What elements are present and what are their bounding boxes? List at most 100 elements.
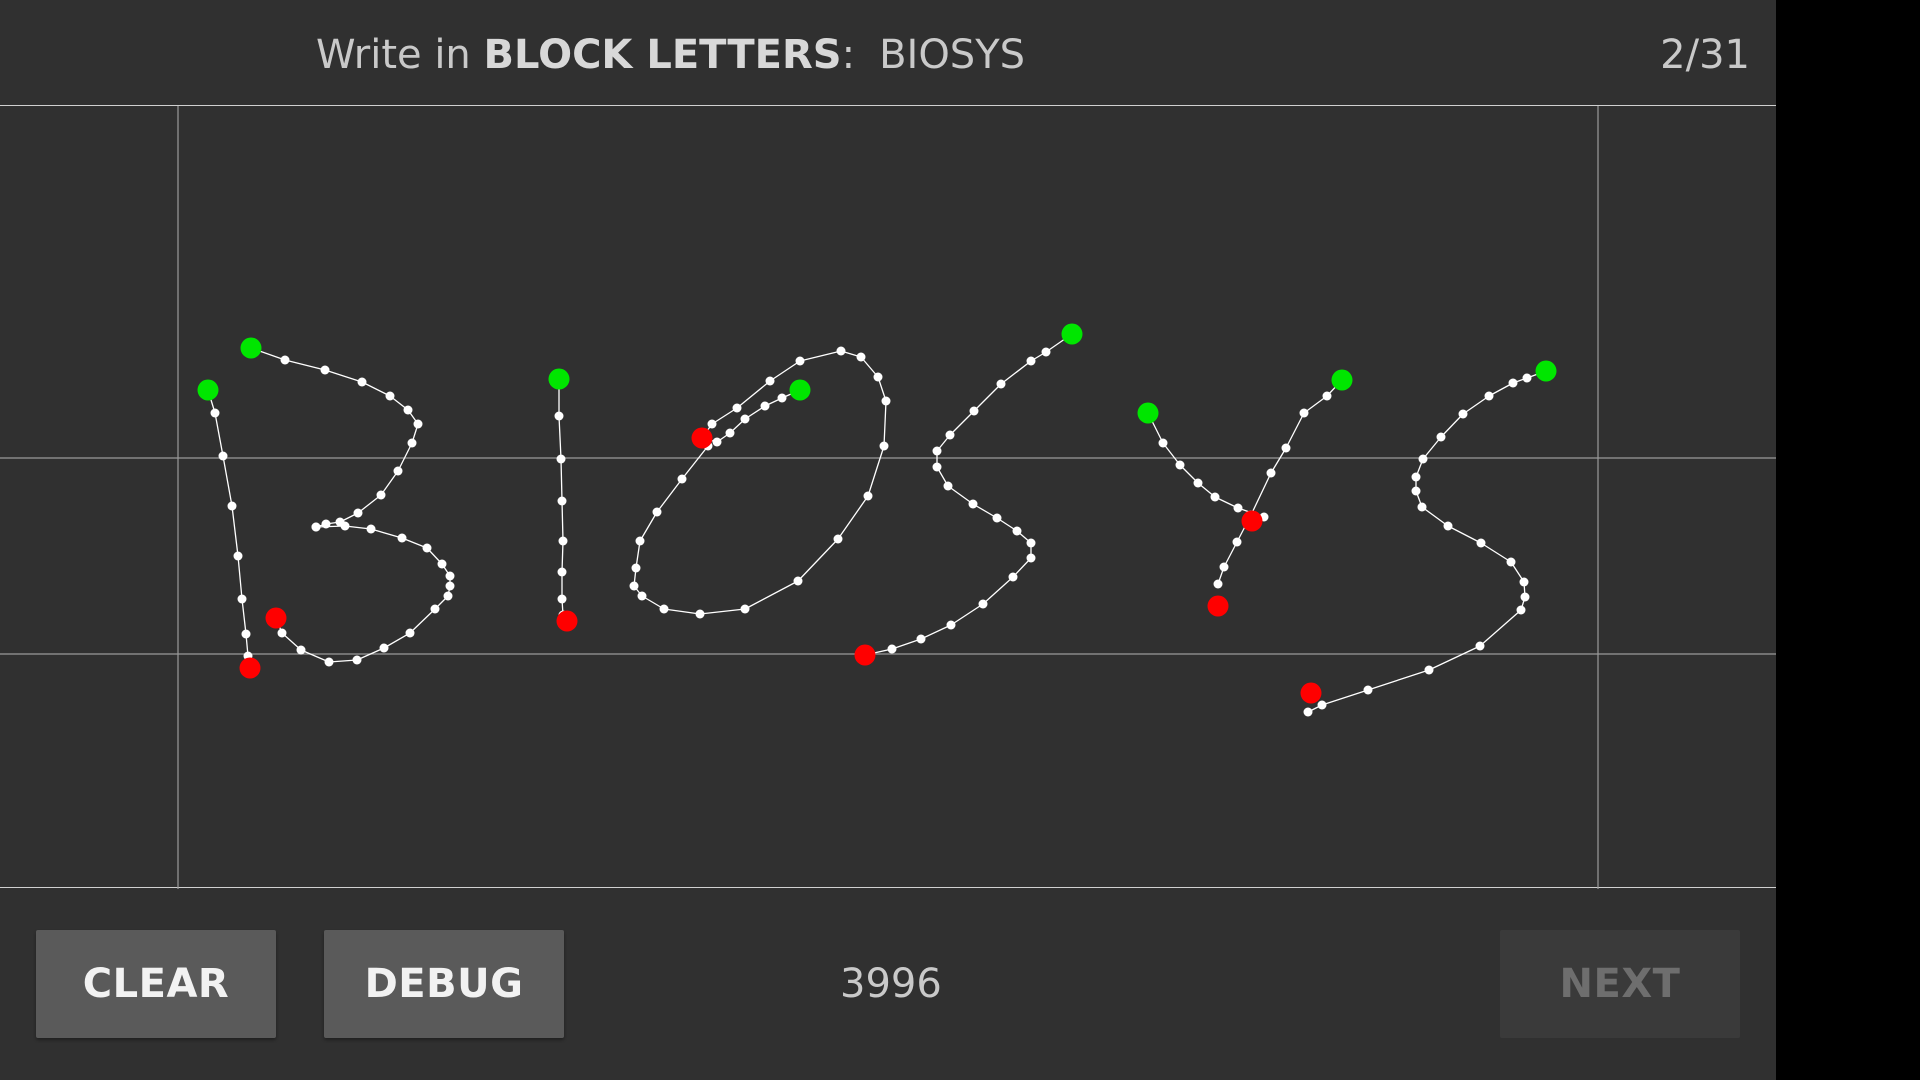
sample-point <box>558 536 568 546</box>
clear-button[interactable]: CLEAR <box>36 930 276 1038</box>
sample-point <box>1041 347 1051 357</box>
sample-point <box>218 451 228 461</box>
sample-point <box>996 379 1006 389</box>
stroke-end-marker <box>1300 682 1322 704</box>
sample-point <box>1458 409 1468 419</box>
sample-point <box>677 474 687 484</box>
sample-point <box>836 346 846 356</box>
sample-point <box>1026 356 1036 366</box>
sample-point <box>1424 665 1434 675</box>
sample-point <box>992 513 1002 523</box>
sample-point <box>210 408 220 418</box>
sample-point <box>320 365 330 375</box>
sample-point <box>296 645 306 655</box>
stroke-start-marker <box>1331 369 1353 391</box>
instruction-prompt: Write in BLOCK LETTERS: BIOSYS <box>316 30 1025 80</box>
sample-point <box>443 591 453 601</box>
target-word: BIOSYS <box>879 32 1026 78</box>
sample-point <box>557 496 567 506</box>
sample-point <box>1322 391 1332 401</box>
sample-point <box>1266 468 1276 478</box>
sample-point <box>557 567 567 577</box>
sample-point <box>280 355 290 365</box>
sample-point <box>1219 562 1229 572</box>
sample-point <box>311 522 321 532</box>
stroke-start-marker <box>1137 402 1159 424</box>
ink-strokes <box>197 323 1557 717</box>
sample-point <box>932 446 942 456</box>
sample-point <box>946 620 956 630</box>
ink-stroke-8 <box>1147 412 1265 518</box>
sample-point <box>403 405 413 415</box>
sample-point <box>1508 378 1518 388</box>
sample-point <box>945 430 955 440</box>
sample-point <box>1411 472 1421 482</box>
sample-point <box>422 543 432 553</box>
ink-stroke-7 <box>864 333 1073 656</box>
sample-point <box>1363 685 1373 695</box>
sample-point <box>445 571 455 581</box>
sample-point <box>237 594 247 604</box>
prompt-colon: : <box>841 32 856 78</box>
next-button[interactable]: NEXT <box>1500 930 1740 1038</box>
sample-point <box>556 454 566 464</box>
sample-point <box>969 406 979 416</box>
sample-point <box>725 428 735 438</box>
sample-point <box>437 559 447 569</box>
screen-edge <box>1776 0 1920 1080</box>
footer: CLEAR DEBUG 3996 NEXT <box>0 888 1776 1080</box>
sample-point <box>430 604 440 614</box>
sample-point <box>707 419 717 429</box>
sample-point <box>1008 572 1018 582</box>
ink-stroke-9 <box>1217 379 1343 585</box>
stroke-start-marker <box>789 379 811 401</box>
sample-point <box>1175 460 1185 470</box>
handwriting-canvas[interactable] <box>0 105 1776 889</box>
sample-point <box>352 655 362 665</box>
ink-layer[interactable] <box>0 1 1776 1080</box>
sample-point <box>1026 538 1036 548</box>
debug-button[interactable]: DEBUG <box>324 930 564 1038</box>
sample-point <box>1506 557 1516 567</box>
sample-point <box>397 533 407 543</box>
sample-point <box>695 609 705 619</box>
sample-point <box>1475 641 1485 651</box>
sample-point <box>879 441 889 451</box>
sample-point <box>1476 538 1486 548</box>
prompt-prefix: Write in <box>316 32 471 78</box>
sample-point <box>233 551 243 561</box>
sample-point <box>777 393 787 403</box>
sample-point <box>978 599 988 609</box>
sample-point <box>366 524 376 534</box>
sample-point <box>1210 492 1220 502</box>
sample-point <box>1213 579 1223 589</box>
sample-point <box>732 403 742 413</box>
sample-point <box>631 563 641 573</box>
sample-point <box>740 604 750 614</box>
ink-stroke-10 <box>1307 370 1547 713</box>
sample-point <box>1281 443 1291 453</box>
sample-point <box>1520 592 1530 602</box>
stroke-start-marker <box>1061 323 1083 345</box>
prompt-emphasis: BLOCK LETTERS <box>483 32 842 78</box>
sample-point <box>765 376 775 386</box>
sample-point <box>1317 700 1327 710</box>
sample-point <box>1193 478 1203 488</box>
sample-point <box>1299 408 1309 418</box>
sample-point <box>1436 432 1446 442</box>
ink-stroke-2 <box>250 347 419 528</box>
sample-point <box>241 629 251 639</box>
sample-point <box>760 401 770 411</box>
stroke-start-marker <box>240 337 262 359</box>
sample-point <box>554 411 564 421</box>
sample-point <box>712 437 722 447</box>
sample-point <box>1232 537 1242 547</box>
sample-point <box>393 466 403 476</box>
ink-stroke-6 <box>633 350 887 615</box>
progress-counter: 2/31 <box>1660 32 1750 78</box>
sample-point <box>407 438 417 448</box>
sample-point <box>916 634 926 644</box>
sample-point <box>324 657 334 667</box>
sample-point <box>863 491 873 501</box>
sample-point <box>932 462 942 472</box>
